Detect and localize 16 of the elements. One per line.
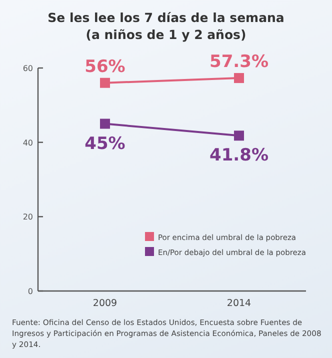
x-tick-label: 2009 (92, 298, 118, 309)
x-tick-label: 2014 (226, 298, 252, 309)
y-tick-label: 0 (28, 287, 33, 296)
point (234, 130, 244, 141)
y-tick-label: 60 (22, 64, 33, 73)
data-label: 45% (84, 134, 126, 154)
data-label: 56% (84, 56, 126, 77)
chart-subtitle: (a niños de 1 y 2 años) (86, 27, 246, 42)
y-tick-label: 20 (22, 212, 33, 222)
data-label: 41.8% (210, 146, 268, 166)
point (100, 78, 110, 88)
point (234, 73, 244, 84)
chart-title: Se les lee los 7 días de la semana (48, 10, 284, 25)
data-label: 57.3% (210, 52, 268, 72)
y-tick-label: 40 (22, 138, 33, 148)
point (100, 118, 110, 129)
